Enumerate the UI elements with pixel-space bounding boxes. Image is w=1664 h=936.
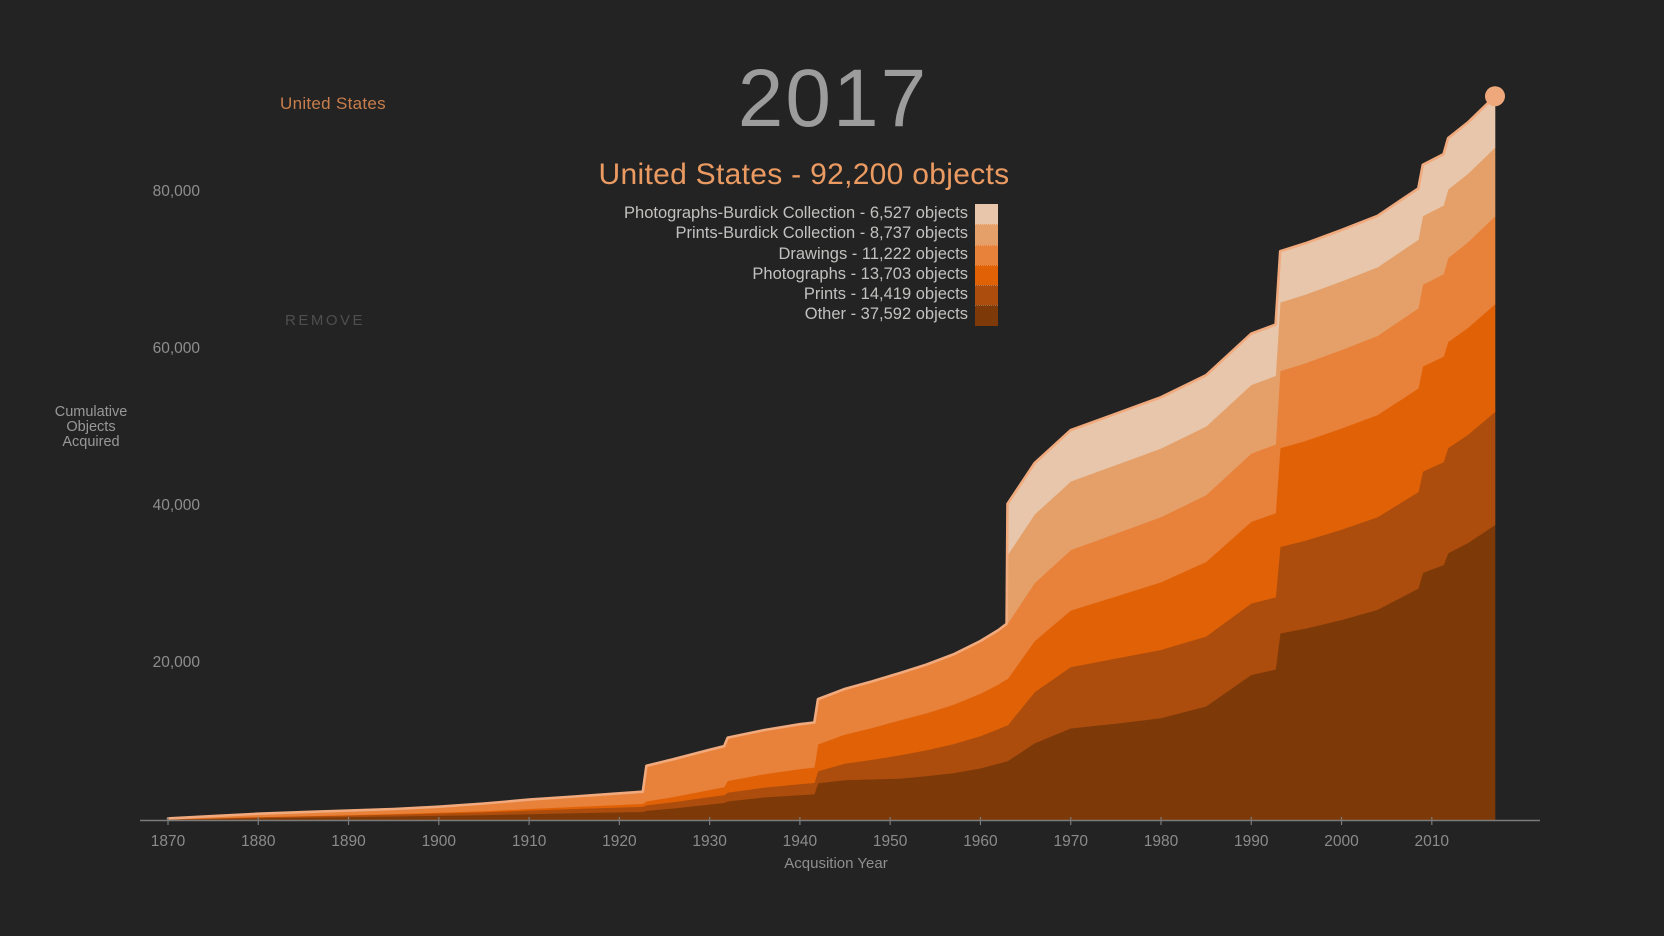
x-axis-tick-label: 2010 [1414,833,1450,850]
y-axis-title-line: Cumulative [54,404,128,420]
legend-item-2: Prints-Burdick Collection - 8,737 object… [675,224,968,243]
legend-item-3: Drawings - 11,222 objects [778,244,968,263]
x-axis-tick-label: 1960 [963,833,998,850]
total-top-line [166,94,1497,820]
x-axis-tick-label: 1990 [1234,833,1269,850]
x-axis-title: Acqusition Year [784,855,888,872]
legend-item-5: Prints - 14,419 objects [803,285,968,304]
y-axis-title: Cumulative Objects Acquired [26,405,156,450]
y-axis-tick-label: 40,000 [152,497,200,514]
x-axis-tick-label: 1870 [150,833,186,850]
legend-swatch-5 [975,285,998,306]
legend-swatch-2 [975,224,998,245]
x-axis-tick-label: 1980 [1143,833,1179,850]
x-axis-tick-label: 1970 [1053,833,1088,850]
legend-item-4: Photographs - 13,703 objects [752,264,968,283]
x-axis-tick-label: 1950 [872,833,908,850]
x-axis-tick-label: 1890 [331,833,366,850]
legend: Photographs-Burdick Collection - 6,527 o… [624,203,968,325]
y-axis-tick-label: 80,000 [152,183,200,200]
x-axis-tick-label: 1940 [782,833,818,850]
series-end-dot [1485,86,1505,107]
x-axis-tick-label: 1910 [511,833,547,850]
legend-item-1: Photographs-Burdick Collection - 6,527 o… [624,204,968,222]
timeline-year-display: 2017 [737,53,929,144]
country-filter-chip[interactable]: United States [280,94,386,113]
legend-swatch-4 [975,264,998,286]
x-axis-tick-label: 1930 [692,833,727,850]
y-axis-title-line: Acquired [62,434,120,450]
legend-swatch-3 [975,244,998,265]
remove-button[interactable]: REMOVE [285,312,366,329]
x-axis-tick-label: 1880 [241,833,276,850]
x-axis-tick-label: 1920 [602,833,637,850]
y-axis-tick-label: 60,000 [152,340,200,357]
chart-subtitle: United States - 92,200 objects [598,158,1010,191]
x-axis-tick-label: 1900 [421,833,457,850]
legend-swatches [975,204,998,326]
legend-swatch-6 [975,305,998,326]
y-axis-title-line: Objects [66,419,116,435]
legend-swatch-1 [975,204,998,225]
legend-item-6: Other - 37,592 objects [804,305,968,324]
x-axis-tick-label: 2000 [1324,833,1359,850]
y-axis-tick-label: 20,000 [152,654,200,671]
